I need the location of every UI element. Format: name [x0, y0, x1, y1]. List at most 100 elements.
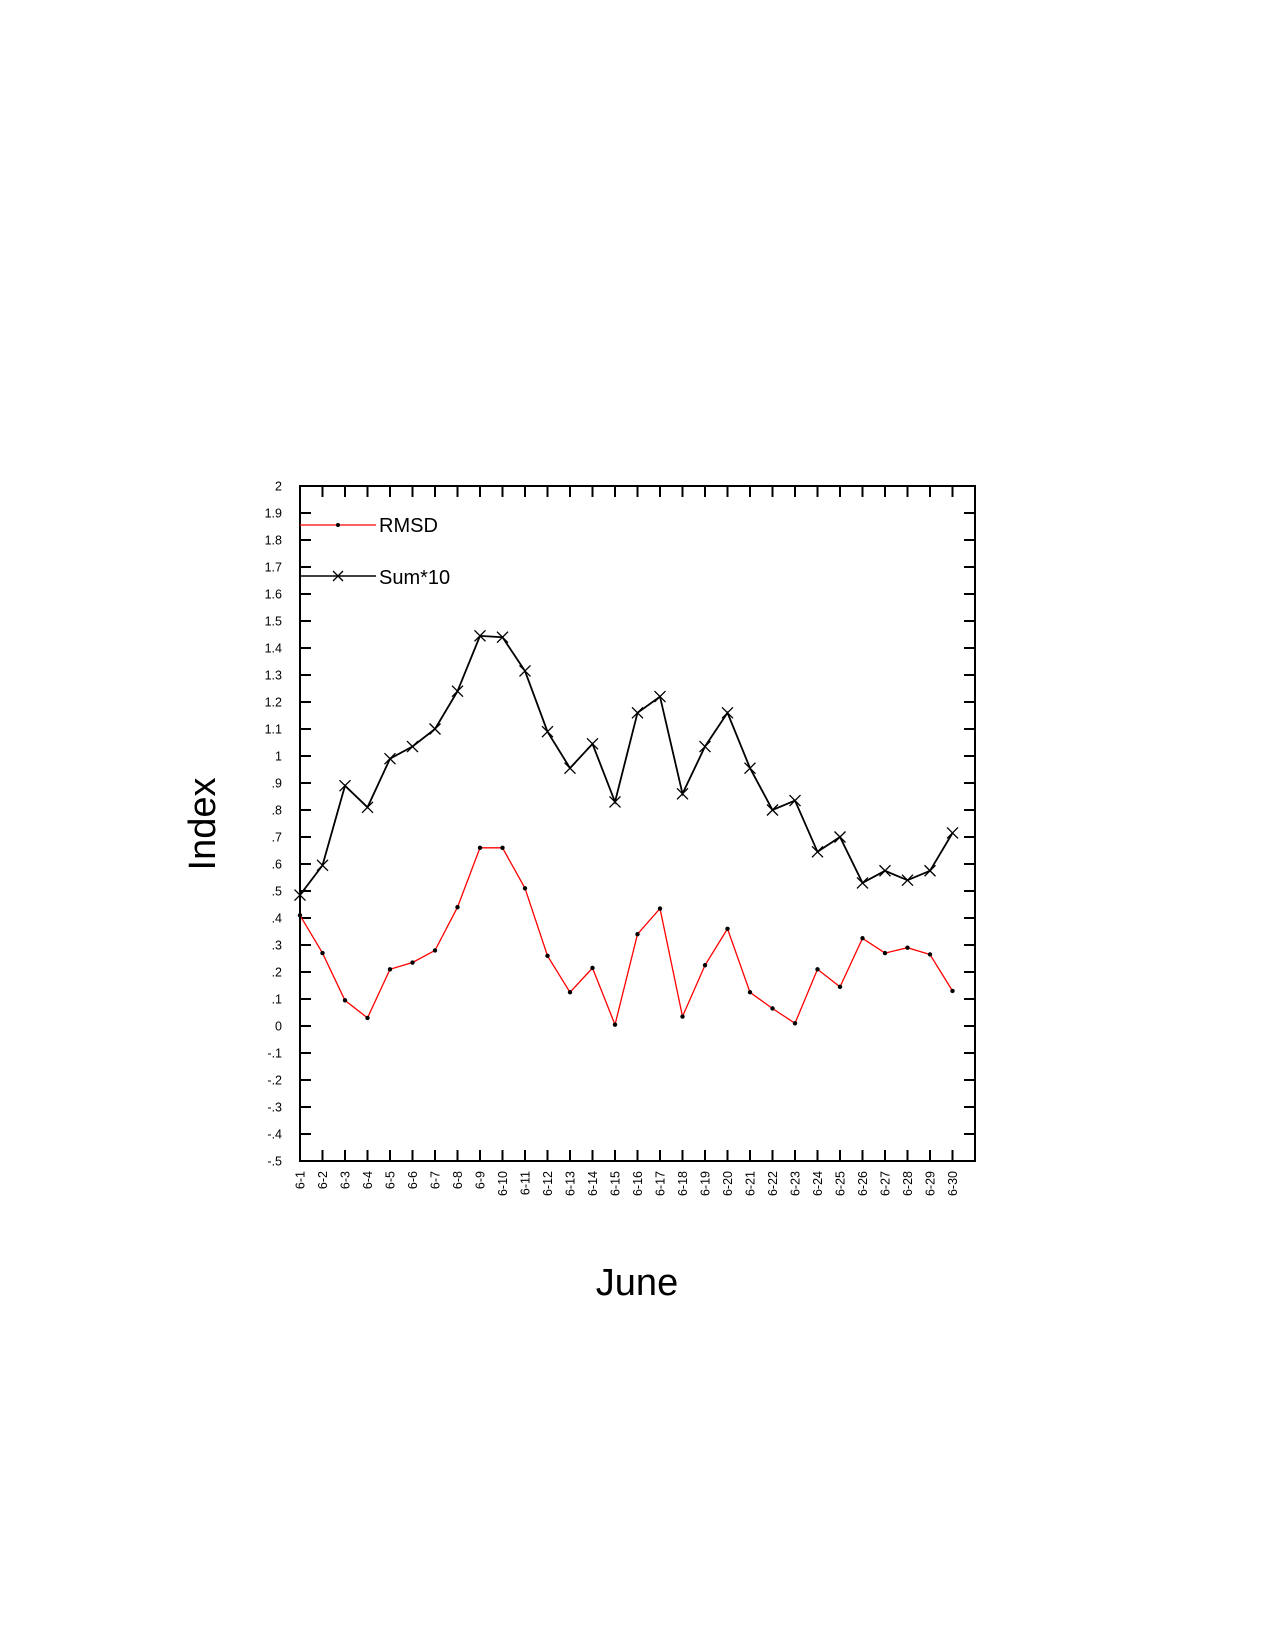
- y-tick-label: .3: [272, 939, 282, 953]
- data-point-x: [946, 826, 959, 839]
- x-tick-label: 6-11: [519, 1171, 533, 1195]
- y-tick-label: .1: [272, 993, 282, 1007]
- data-point-x: [631, 706, 644, 719]
- x-tick-label: 6-16: [631, 1171, 645, 1196]
- data-point-dot: [792, 1021, 798, 1026]
- legend-marker-rmsd: [336, 523, 340, 527]
- x-tick-label: 6-19: [699, 1171, 713, 1196]
- y-tick-label: 0: [275, 1020, 282, 1034]
- y-tick-labels: -.5 -.4 -.3 -.2 -.1 0 .1 .2 .3 .4 .5 .6 .7 .8 .9 1 1.1 1.…: [265, 480, 282, 1169]
- data-point-x: [766, 804, 779, 816]
- data-point-dot: [635, 932, 640, 937]
- data-point-x: [924, 864, 936, 877]
- data-point-x: [474, 629, 486, 642]
- data-point-dot: [725, 926, 730, 931]
- y-tick-label: -.4: [267, 1128, 282, 1142]
- data-point-dot: [905, 945, 910, 950]
- x-tick-label: 6-5: [384, 1171, 398, 1189]
- y-tick-label: 2: [275, 480, 282, 494]
- x-tick-label: 6-25: [834, 1171, 848, 1196]
- x-tick-label: 6-22: [766, 1171, 780, 1196]
- data-point-x: [541, 725, 554, 738]
- data-point-dot: [702, 963, 708, 968]
- data-point-dot: [477, 845, 483, 850]
- x-tick-label: 6-23: [789, 1171, 803, 1196]
- x-tick-label: 6-4: [361, 1171, 375, 1189]
- y-tick-label: 1.6: [265, 588, 282, 602]
- data-point-x: [811, 845, 824, 858]
- axis-ticks: [299, 485, 975, 1162]
- y-tick-label: -.3: [267, 1101, 282, 1115]
- data-point-x: [406, 740, 419, 753]
- series-lines: [294, 629, 959, 1027]
- x-tick-label: 6-28: [901, 1171, 915, 1196]
- data-point-dot: [365, 1015, 370, 1021]
- data-point-dot: [657, 906, 663, 911]
- data-point-dot: [320, 950, 325, 956]
- x-tick-label: 6-27: [879, 1171, 893, 1196]
- data-point-dot: [815, 967, 820, 972]
- y-tick-label: .2: [272, 966, 282, 980]
- x-tick-labels: 6-1 6-2 6-3 6-4 6-5 6-6 6-7 6-8 6-9 6-10 6-11 6-12 6…: [294, 1171, 961, 1196]
- x-tick-label: 6-15: [609, 1171, 623, 1196]
- data-point-x: [789, 794, 801, 807]
- y-tick-label: .8: [272, 804, 282, 818]
- y-tick-label: 1.1: [265, 723, 282, 737]
- data-point-dot: [747, 990, 753, 995]
- y-tick-label: 1.2: [265, 696, 282, 710]
- x-tick-label: 6-14: [586, 1171, 600, 1196]
- legend-label-sum10: Sum*10: [379, 567, 450, 589]
- x-tick-label: 6-3: [339, 1171, 353, 1189]
- x-tick-label: 6-21: [744, 1171, 758, 1196]
- x-tick-label: 6-2: [316, 1171, 330, 1189]
- x-tick-label: 6-24: [811, 1171, 825, 1196]
- data-point-x: [564, 762, 576, 775]
- y-tick-label: 1.8: [265, 534, 282, 548]
- x-tick-label: 6-30: [946, 1171, 960, 1196]
- data-point-x: [721, 706, 734, 719]
- y-tick-label: .7: [272, 831, 282, 845]
- x-tick-label: 6-26: [856, 1171, 870, 1196]
- data-point-dot: [770, 1006, 775, 1011]
- y-tick-label: 1.3: [265, 669, 282, 683]
- x-axis-title: June: [596, 1262, 678, 1304]
- series-line-rmsd: [299, 847, 954, 1027]
- x-tick-label: 6-7: [429, 1171, 443, 1189]
- legend: RMSD Sum*10: [300, 515, 450, 589]
- data-point-dot: [612, 1022, 618, 1027]
- y-tick-label: .9: [272, 777, 282, 791]
- y-tick-label: 1.7: [265, 561, 282, 575]
- data-point-dot: [882, 950, 888, 956]
- y-tick-label: .6: [272, 858, 282, 872]
- data-point-dot: [432, 948, 438, 953]
- data-point-x: [451, 685, 464, 698]
- y-tick-label: 1.4: [265, 642, 282, 656]
- data-point-x: [384, 752, 396, 765]
- data-point-x: [744, 762, 756, 775]
- data-point-x: [856, 876, 869, 889]
- data-point-dot: [500, 845, 505, 850]
- data-point-dot: [545, 953, 550, 958]
- series-line-sum10: [299, 634, 954, 896]
- x-tick-label: 6-13: [564, 1171, 578, 1196]
- y-tick-label: 1.9: [265, 507, 282, 521]
- y-tick-label: -.5: [267, 1155, 282, 1169]
- data-point-dot: [567, 990, 573, 995]
- data-point-dot: [455, 905, 460, 910]
- data-point-dot: [950, 988, 955, 994]
- y-tick-label: 1.5: [265, 615, 282, 629]
- data-point-dot: [837, 984, 843, 990]
- data-point-dot: [387, 967, 393, 972]
- data-point-x: [519, 664, 531, 677]
- x-tick-label: 6-29: [924, 1171, 938, 1196]
- x-tick-label: 6-10: [496, 1171, 510, 1196]
- data-point-x: [496, 631, 509, 644]
- x-tick-label: 6-9: [474, 1171, 488, 1189]
- y-axis-title: Index: [182, 778, 224, 871]
- data-point-x: [834, 831, 846, 843]
- data-point-dot: [680, 1014, 685, 1019]
- data-point-dot: [927, 952, 933, 957]
- x-tick-label: 6-1: [294, 1171, 308, 1189]
- data-point-x: [676, 787, 689, 800]
